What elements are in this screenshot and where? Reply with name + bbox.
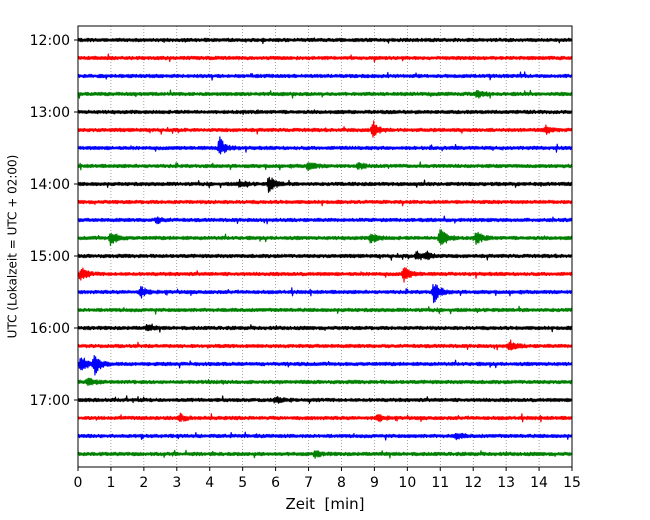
plot-frame	[77, 25, 573, 468]
y-axis-ticks: 12:00 13:00 14:00 15:00 16:00 17:00	[30, 33, 78, 409]
y-axis-label: UTC (Lokalzeit = UTC + 02:00)	[6, 155, 20, 339]
x-tick-label: 7	[304, 475, 313, 491]
x-tick-label: 1	[106, 475, 115, 491]
y-tick-label: 14:00	[30, 177, 70, 193]
trace-1430	[77, 215, 573, 225]
trace-1700	[77, 395, 573, 404]
seismic-traces	[77, 37, 573, 459]
trace-1630	[77, 354, 573, 376]
x-tick-label: 13	[497, 475, 515, 491]
trace-1715	[77, 412, 573, 423]
x-tick-label: 14	[530, 475, 548, 491]
trace-1300	[77, 109, 573, 116]
x-tick-label: 15	[563, 475, 581, 491]
trace-1530	[77, 283, 573, 304]
x-tick-label: 6	[271, 475, 280, 491]
trace-1600	[77, 323, 573, 333]
trace-1330	[77, 136, 573, 155]
trace-1200	[77, 37, 573, 45]
x-axis-ticks: 0 1 2 3 4 5 6 7 8 9 10 11 12 13 14 15	[74, 467, 581, 491]
x-tick-label: 9	[370, 475, 379, 491]
trace-1545	[77, 305, 573, 315]
trace-1400	[77, 176, 573, 193]
x-tick-label: 3	[172, 475, 181, 491]
x-tick-label: 10	[398, 475, 416, 491]
y-tick-label: 12:00	[30, 33, 70, 49]
x-tick-label: 2	[139, 475, 148, 491]
y-tick-label: 15:00	[30, 249, 70, 265]
trace-1245	[77, 89, 573, 99]
trace-1415	[77, 199, 573, 207]
trace-1730	[77, 431, 573, 441]
trace-1345	[77, 161, 573, 172]
trace-1215	[77, 53, 573, 63]
trace-1230	[77, 71, 573, 81]
x-tick-label: 12	[464, 475, 482, 491]
trace-1615	[77, 339, 573, 351]
trace-1445	[77, 228, 573, 247]
trace-1745	[77, 449, 573, 459]
y-tick-label: 17:00	[30, 393, 70, 409]
trace-1315	[77, 120, 573, 138]
x-tick-label: 4	[205, 475, 214, 491]
x-tick-label: 11	[431, 475, 449, 491]
x-tick-label: 0	[74, 475, 83, 491]
trace-1645	[77, 377, 573, 386]
trace-1515	[77, 267, 573, 283]
x-tick-label: 5	[238, 475, 247, 491]
trace-1500	[77, 250, 573, 261]
y-tick-label: 16:00	[30, 321, 70, 337]
x-axis-label: Zeit [min]	[285, 495, 364, 513]
y-tick-label: 13:00	[30, 105, 70, 121]
x-tick-label: 8	[337, 475, 346, 491]
